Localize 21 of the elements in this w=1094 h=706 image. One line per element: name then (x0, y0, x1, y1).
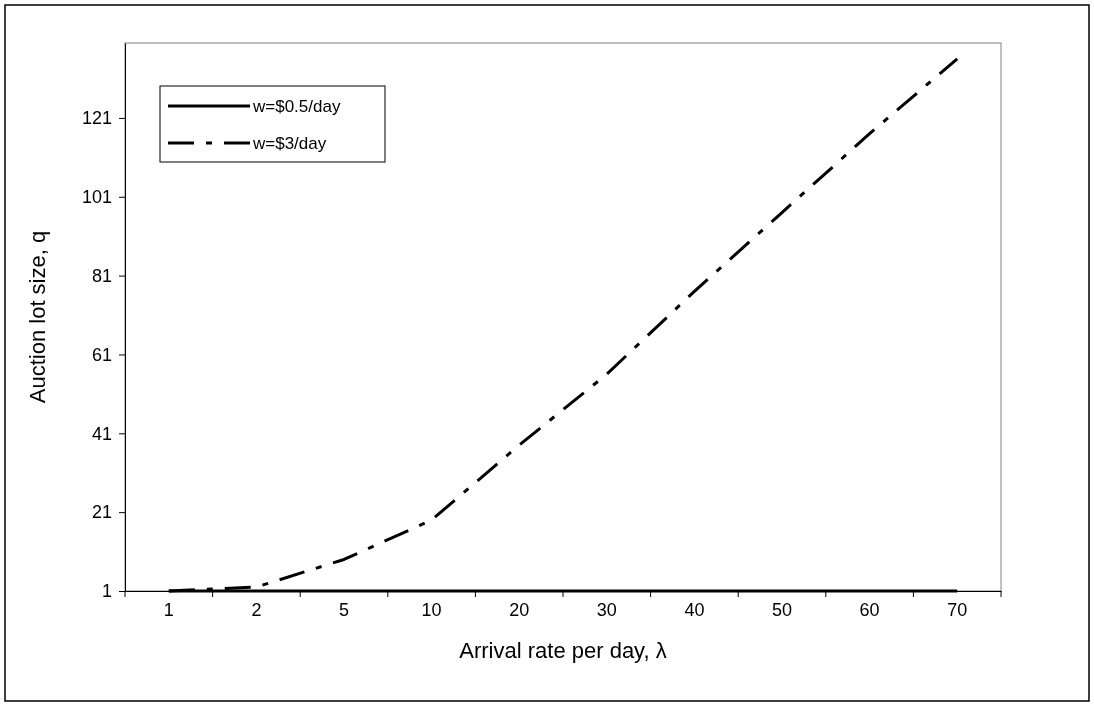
y-tick-label: 41 (91, 423, 112, 444)
y-tick-label: 21 (91, 502, 112, 523)
y-tick-label: 61 (91, 344, 112, 365)
y-tick-label: 81 (91, 265, 112, 286)
x-tick-label: 1 (163, 599, 174, 620)
x-tick-label: 2 (251, 599, 262, 620)
y-tick-label: 101 (81, 187, 112, 208)
x-tick-label: 5 (338, 599, 350, 620)
y-axis-title: Auction lot size, q (25, 230, 50, 404)
y-tick-label: 1 (101, 581, 112, 602)
x-tick-label: 50 (771, 599, 793, 620)
x-tick-label: 10 (421, 599, 442, 620)
x-tick-label: 20 (509, 599, 530, 620)
x-tick-label: 40 (684, 599, 705, 620)
x-axis-title: Arrival rate per day, λ (459, 638, 667, 663)
x-tick-label: 70 (947, 599, 968, 620)
x-tick-label: 60 (859, 599, 880, 620)
y-tick-label: 121 (81, 108, 112, 129)
x-tick-label: 30 (596, 599, 617, 620)
legend-label: w=$0.5/day (252, 97, 341, 116)
legend-label: w=$3/day (252, 134, 327, 153)
